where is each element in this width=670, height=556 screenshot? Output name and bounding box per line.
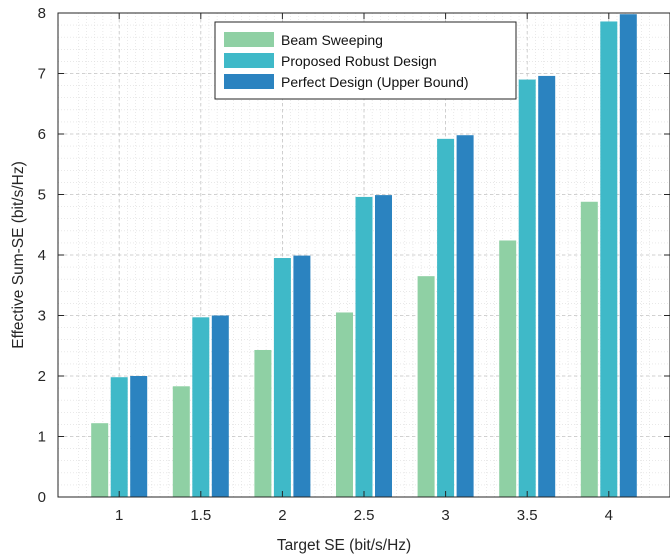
legend-entry-label: Beam Sweeping (281, 32, 383, 48)
y-tick-label: 8 (38, 5, 46, 22)
y-tick-label: 4 (38, 247, 46, 264)
y-axis-label: Effective Sum-SE (bit/s/Hz) (10, 161, 27, 348)
bar (211, 315, 229, 497)
bar (499, 240, 517, 498)
bar (600, 21, 618, 497)
x-axis-label: Target SE (bit/s/Hz) (277, 537, 411, 554)
x-tick-label: 1 (115, 507, 123, 524)
bars-group (91, 14, 637, 498)
bar (172, 386, 190, 497)
bar (375, 195, 392, 498)
x-tick-label: 3 (441, 507, 449, 524)
x-tick-label: 2 (278, 507, 286, 524)
legend-swatch (224, 53, 274, 68)
bar (110, 377, 128, 497)
y-tick-label: 0 (38, 489, 46, 506)
y-tick-label: 6 (38, 126, 46, 143)
bar (336, 312, 353, 497)
bar (619, 14, 637, 498)
legend-entry-label: Perfect Design (Upper Bound) (281, 74, 469, 90)
bar (580, 201, 598, 497)
bar (437, 138, 455, 497)
y-tick-label: 7 (38, 66, 46, 83)
y-tick-label: 2 (38, 368, 46, 385)
y-tick-label: 5 (38, 187, 46, 204)
bar (254, 349, 272, 497)
legend-swatch (224, 74, 274, 89)
axis-ticks: 0 1 2 3 4 5 6 7 8 1 1.5 2 2.5 3 3.5 4 (38, 5, 670, 524)
bar (130, 376, 148, 497)
bar (417, 276, 435, 497)
bar (192, 317, 210, 497)
y-tick-label: 1 (38, 429, 46, 446)
bar (273, 258, 291, 497)
bar (355, 196, 373, 498)
x-tick-label: 4 (605, 507, 613, 524)
bar (293, 255, 311, 497)
y-tick-label: 3 (38, 308, 46, 325)
x-tick-label: 1.5 (190, 507, 211, 524)
bar (456, 135, 474, 497)
bar (518, 79, 536, 498)
bar (91, 423, 109, 497)
bar (538, 75, 556, 498)
legend: Beam Sweeping Proposed Robust Design Perfe… (214, 21, 517, 100)
legend-swatch (224, 32, 274, 47)
legend-entry-label: Proposed Robust Design (281, 53, 437, 69)
x-tick-label: 3.5 (517, 507, 538, 524)
x-tick-label: 2.5 (354, 507, 375, 524)
